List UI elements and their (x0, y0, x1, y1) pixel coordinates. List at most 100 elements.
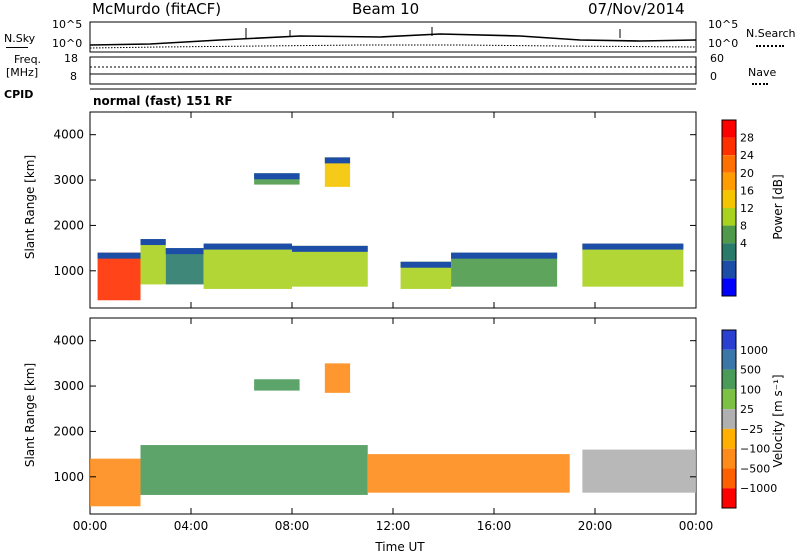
velocity-colorbar-swatch (722, 369, 736, 390)
x-tick-label: 20:00 (578, 519, 613, 533)
cpid-label: CPID (4, 88, 34, 101)
x-tick-label: 16:00 (477, 519, 512, 533)
y-tick-label: 3000 (53, 379, 84, 393)
power-scatter-edge (165, 248, 204, 255)
x-tick-label: 04:00 (174, 519, 209, 533)
cpid-value: normal (fast) 151 RF (93, 94, 233, 108)
freq-label: Freq. (14, 53, 42, 66)
y-tick-label: 2000 (53, 424, 84, 438)
colorbar-tick-label: 8 (740, 220, 747, 233)
date-title: 07/Nov/2014 (588, 0, 685, 18)
beam-title: Beam 10 (352, 0, 420, 18)
colorbar-tick-label: 1000 (740, 344, 768, 357)
power-scatter-edge (582, 243, 684, 250)
power-scatter-edge (254, 173, 300, 180)
y-tick-label: 4000 (53, 334, 84, 348)
velocity-scatter-region (140, 445, 368, 495)
power-scatter-region (292, 245, 368, 287)
y-tick-label: 1000 (53, 470, 84, 484)
nsky-tick-bottom: 10^0 (52, 37, 83, 50)
power-scatter-region (140, 239, 166, 285)
y-tick-label: 2000 (53, 218, 84, 232)
nsky-label: N.Sky (4, 32, 36, 45)
freq-panel-frame (89, 56, 697, 85)
y-tick-label: 4000 (53, 128, 84, 142)
power-colorbar-swatch (722, 260, 736, 279)
velocity-scatter-region (367, 454, 570, 493)
nsearch-tick-top: 10^5 (708, 18, 739, 31)
power-scatter-region (582, 243, 684, 287)
x-tick-label: 12:00 (376, 519, 411, 533)
power-colorbar-swatch (722, 278, 736, 296)
power-colorbar-swatch (722, 225, 736, 244)
y-tick-label: 3000 (53, 173, 84, 187)
nave-legend-line (752, 83, 768, 85)
velocity-colorbar-swatch (722, 488, 736, 508)
velocity-scatter-region (90, 458, 141, 507)
colorbar-tick-label: −100 (740, 443, 770, 456)
velocity-colorbar-swatch (722, 330, 736, 350)
power-scatter-edge (451, 252, 558, 259)
x-tick-label: 08:00 (275, 519, 310, 533)
power-scatter-region (203, 243, 292, 289)
power-colorbar-swatch (722, 243, 736, 261)
colorbar-tick-label: 12 (740, 202, 754, 215)
power-scatter-edge (324, 157, 351, 164)
power-colorbar-swatch (722, 208, 736, 226)
freq-unit-label: [MHz] (6, 66, 39, 79)
velocity-scatter-region (582, 449, 696, 493)
power-colorbar-swatch (722, 155, 736, 173)
x-tick-label: 00:00 (73, 519, 108, 533)
colorbar-tick-label: 500 (740, 364, 761, 377)
colorbar-tick-label: 100 (740, 383, 761, 396)
nsky-legend-line (6, 47, 28, 48)
nsearch-series-line (89, 44, 697, 49)
freq-tick-top: 18 (64, 52, 78, 65)
velocity-scatter-region (254, 379, 300, 391)
power-scatter-region (165, 248, 204, 285)
station-title: McMurdo (fitACF) (92, 0, 222, 18)
nsearch-label: N.Search (746, 27, 796, 40)
colorbar-tick-label: 28 (740, 132, 754, 145)
power-scatter-edge (292, 245, 368, 252)
y-tick-label: 1000 (53, 264, 84, 278)
nave-tick-top: 60 (710, 52, 724, 65)
nsearch-tick-bottom: 10^0 (708, 37, 739, 50)
power-scatter-edge (97, 252, 141, 259)
power-scatter-region (97, 252, 141, 301)
colorbar-tick-label: 16 (740, 184, 754, 197)
power-colorbar-swatch (722, 190, 736, 208)
power-colorbar-swatch (722, 120, 736, 138)
colorbar-tick-label: 4 (740, 237, 747, 250)
x-axis-title: Time UT (375, 540, 425, 554)
colorbar-tick-label: −500 (740, 462, 770, 475)
nsky-tick-top: 10^5 (52, 18, 83, 31)
colorbar-tick-label: 24 (740, 149, 754, 162)
colorbar-tick-label: 20 (740, 167, 754, 180)
power-colorbar-swatch (722, 137, 736, 156)
velocity-colorbar-swatch (722, 468, 736, 489)
velocity-scatter-region (324, 363, 351, 393)
power-scatter-edge (203, 243, 292, 250)
colorbar-frame (721, 329, 737, 509)
power-colorbar-swatch (722, 172, 736, 191)
velocity-colorbar-swatch (722, 349, 736, 370)
colorbar-tick-label: 25 (740, 403, 754, 416)
velocity-colorbar-swatch (722, 409, 736, 429)
x-tick-label: 00:00 (679, 519, 714, 533)
colorbar-tick-label: −1000 (740, 482, 777, 495)
colorbar-frame (721, 119, 737, 297)
colorbar-tick-label: −25 (740, 423, 763, 436)
nsearch-legend-line (756, 45, 784, 47)
velocity-colorbar-swatch (722, 448, 736, 469)
velocity-colorbar-swatch (722, 428, 736, 449)
noise-panel-frame (89, 21, 697, 53)
velocity-colorbar-swatch (722, 389, 736, 410)
power-scatter-edge (400, 261, 452, 268)
nsky-series-line (89, 33, 697, 46)
nave-tick-bottom: 0 (710, 70, 717, 83)
power-scatter-edge (140, 239, 166, 246)
freq-tick-bottom: 8 (70, 70, 77, 83)
nave-label: Nave (748, 66, 777, 79)
